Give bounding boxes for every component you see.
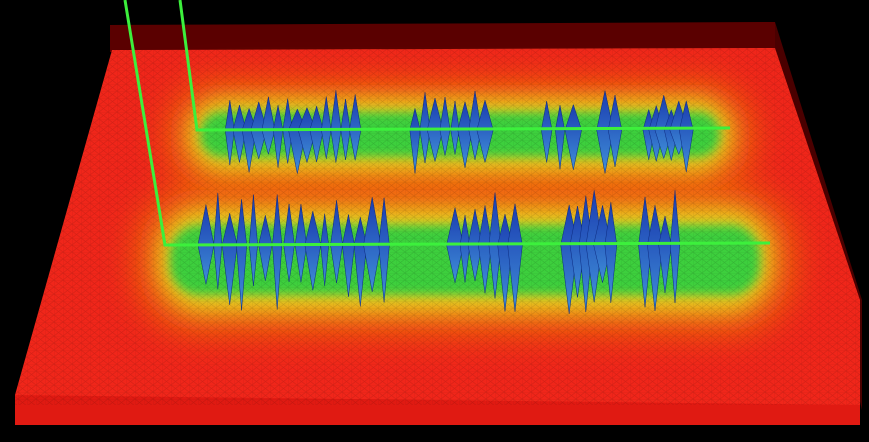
lower-spike (320, 213, 329, 286)
wire-lower (123, 0, 771, 247)
lower-spike (459, 215, 471, 283)
lower-spike (604, 202, 618, 303)
upper-spike (468, 90, 482, 160)
lower-spike (488, 192, 502, 299)
upper-spike (309, 105, 324, 162)
upper-spike (679, 100, 694, 173)
upper-spike (409, 108, 421, 174)
lower-spike (378, 197, 390, 303)
upper-spike (321, 96, 332, 159)
upper-spike (272, 105, 284, 168)
upper-spike (555, 105, 565, 170)
spike-field (197, 90, 694, 314)
lower-spike (304, 211, 322, 291)
back-wall (110, 22, 775, 52)
upper-spike (349, 94, 362, 161)
lower-spike (638, 196, 652, 308)
lower-spike (272, 194, 283, 310)
lower-spike (647, 205, 663, 311)
lower-spike (236, 199, 247, 311)
lower-spike (353, 217, 367, 307)
upper-spike (224, 100, 235, 166)
upper-spike (541, 100, 553, 163)
lower-spike (213, 192, 223, 290)
upper-spike (439, 96, 451, 156)
lower-spike (669, 190, 681, 304)
upper-spike (564, 103, 582, 170)
wire-upper (178, 0, 731, 132)
lower-spike (658, 216, 672, 293)
lower-spike (248, 194, 258, 286)
upper-spike (261, 96, 276, 156)
upper-spike (457, 101, 473, 168)
lower-spike (330, 200, 343, 284)
upper-spike (607, 95, 623, 167)
upper-spike (232, 104, 247, 163)
lower-spike (283, 203, 295, 282)
lower-spike (478, 205, 492, 294)
lower-spike (221, 213, 238, 305)
lower-spike (342, 214, 355, 297)
upper-spike (330, 90, 342, 163)
lower-spike (507, 203, 523, 312)
upper-spike (476, 99, 494, 163)
lower-spike (258, 215, 273, 281)
